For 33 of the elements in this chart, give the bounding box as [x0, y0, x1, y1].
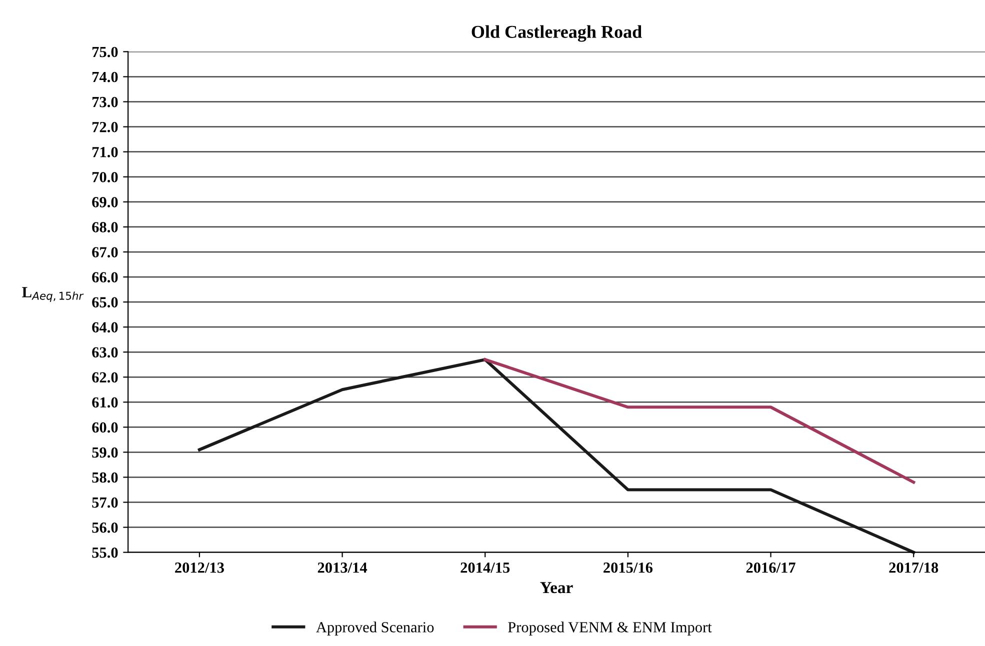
y-tick-label: 59.0 — [92, 447, 118, 458]
y-axis-title: L$_{Aeq,15hr}$ — [22, 287, 84, 302]
y-tick-label: 74.0 — [92, 72, 118, 82]
x-tick-label: 2012/13 — [175, 562, 224, 573]
y-tick-label: 71.0 — [92, 146, 118, 158]
y-tick-label: 63.0 — [92, 347, 118, 358]
chart-title: Old Castlereagh Road — [472, 25, 642, 42]
y-tick-label: 73.0 — [92, 96, 118, 108]
y-tick-label: 65.0 — [92, 297, 118, 308]
line-series — [198, 358, 916, 554]
y-tick-label: 70.0 — [92, 172, 118, 182]
y-tick-label: 62.0 — [92, 372, 118, 383]
legend-label: Approved Scenario — [316, 622, 434, 636]
x-tick-label: 2016/17 — [746, 562, 796, 573]
y-tick-label: 72.0 — [92, 122, 118, 132]
y-tick-label: 64.0 — [92, 322, 118, 333]
y-tick-label: 60.0 — [92, 422, 118, 433]
y-tick-label: 56.0 — [92, 522, 118, 533]
x-tick-label: 2017/18 — [889, 562, 938, 573]
y-tick-label: 75.0 — [92, 46, 118, 58]
y-tick-label: 68.0 — [92, 222, 118, 232]
y-tick-label: 69.0 — [92, 197, 118, 208]
y-tick-label: 57.0 — [92, 497, 118, 508]
legend-label: Proposed VENM & ENM Import — [508, 622, 712, 636]
y-tick-label: 55.0 — [92, 547, 118, 558]
x-axis-title: Year — [540, 582, 573, 594]
x-tick-label: 2015/16 — [604, 562, 653, 573]
x-tick-label: 2014/15 — [460, 562, 510, 573]
y-tick-label: 66.0 — [92, 272, 118, 282]
y-tick-label: 61.0 — [92, 397, 118, 408]
y-tick-label: 58.0 — [92, 472, 118, 483]
x-tick-label: 2013/14 — [318, 562, 368, 573]
y-tick-label: 67.0 — [92, 247, 118, 258]
